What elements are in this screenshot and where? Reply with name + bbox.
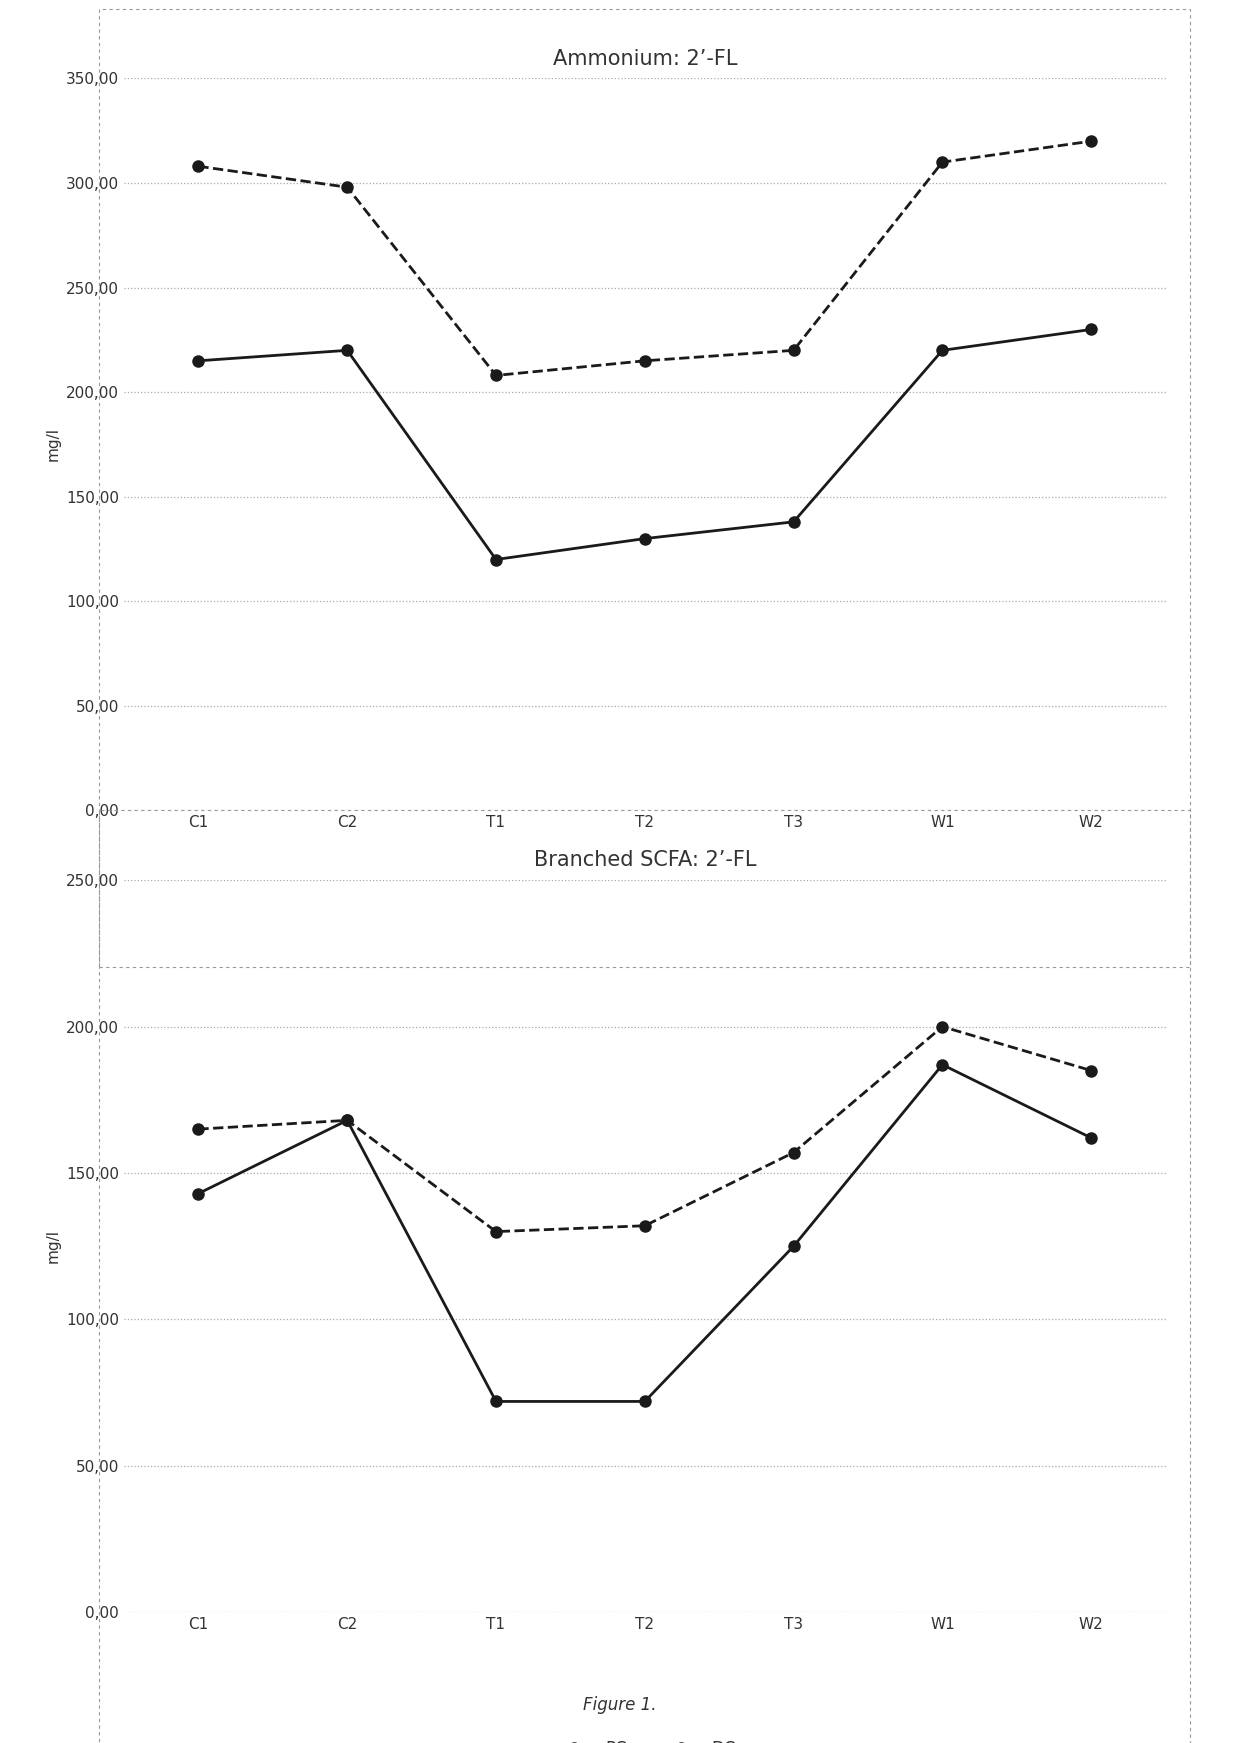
PC (191, 1183, 206, 1204)
DC (786, 1142, 801, 1163)
DC (191, 155, 206, 176)
Y-axis label: mg/l: mg/l (46, 1229, 61, 1264)
Line: DC: DC (193, 1021, 1096, 1238)
Text: Figure 1.: Figure 1. (583, 1696, 657, 1713)
DC (340, 176, 355, 197)
PC (1084, 1128, 1099, 1149)
DC (340, 1110, 355, 1131)
DC (637, 1215, 652, 1236)
DC (786, 340, 801, 361)
PC (191, 350, 206, 371)
PC (935, 340, 950, 361)
PC (340, 1110, 355, 1131)
PC (786, 511, 801, 532)
PC (637, 1391, 652, 1412)
DC (489, 364, 503, 385)
PC (489, 549, 503, 570)
PC (935, 1055, 950, 1075)
DC (191, 1119, 206, 1140)
Legend: PC, DC: PC, DC (547, 1734, 743, 1743)
Line: PC: PC (193, 324, 1096, 565)
Title: Ammonium: 2’-FL: Ammonium: 2’-FL (553, 49, 737, 68)
DC (935, 1016, 950, 1037)
DC (935, 152, 950, 173)
PC (340, 340, 355, 361)
PC (1084, 319, 1099, 340)
Legend: PC, DC: PC, DC (547, 933, 743, 964)
DC (1084, 131, 1099, 152)
PC (489, 1391, 503, 1412)
DC (637, 350, 652, 371)
PC (637, 528, 652, 549)
Y-axis label: mg/l: mg/l (46, 427, 61, 462)
Line: PC: PC (193, 1060, 1096, 1407)
DC (1084, 1060, 1099, 1081)
PC (786, 1236, 801, 1257)
Line: DC: DC (193, 136, 1096, 382)
DC (489, 1222, 503, 1243)
Title: Branched SCFA: 2’-FL: Branched SCFA: 2’-FL (533, 851, 756, 870)
